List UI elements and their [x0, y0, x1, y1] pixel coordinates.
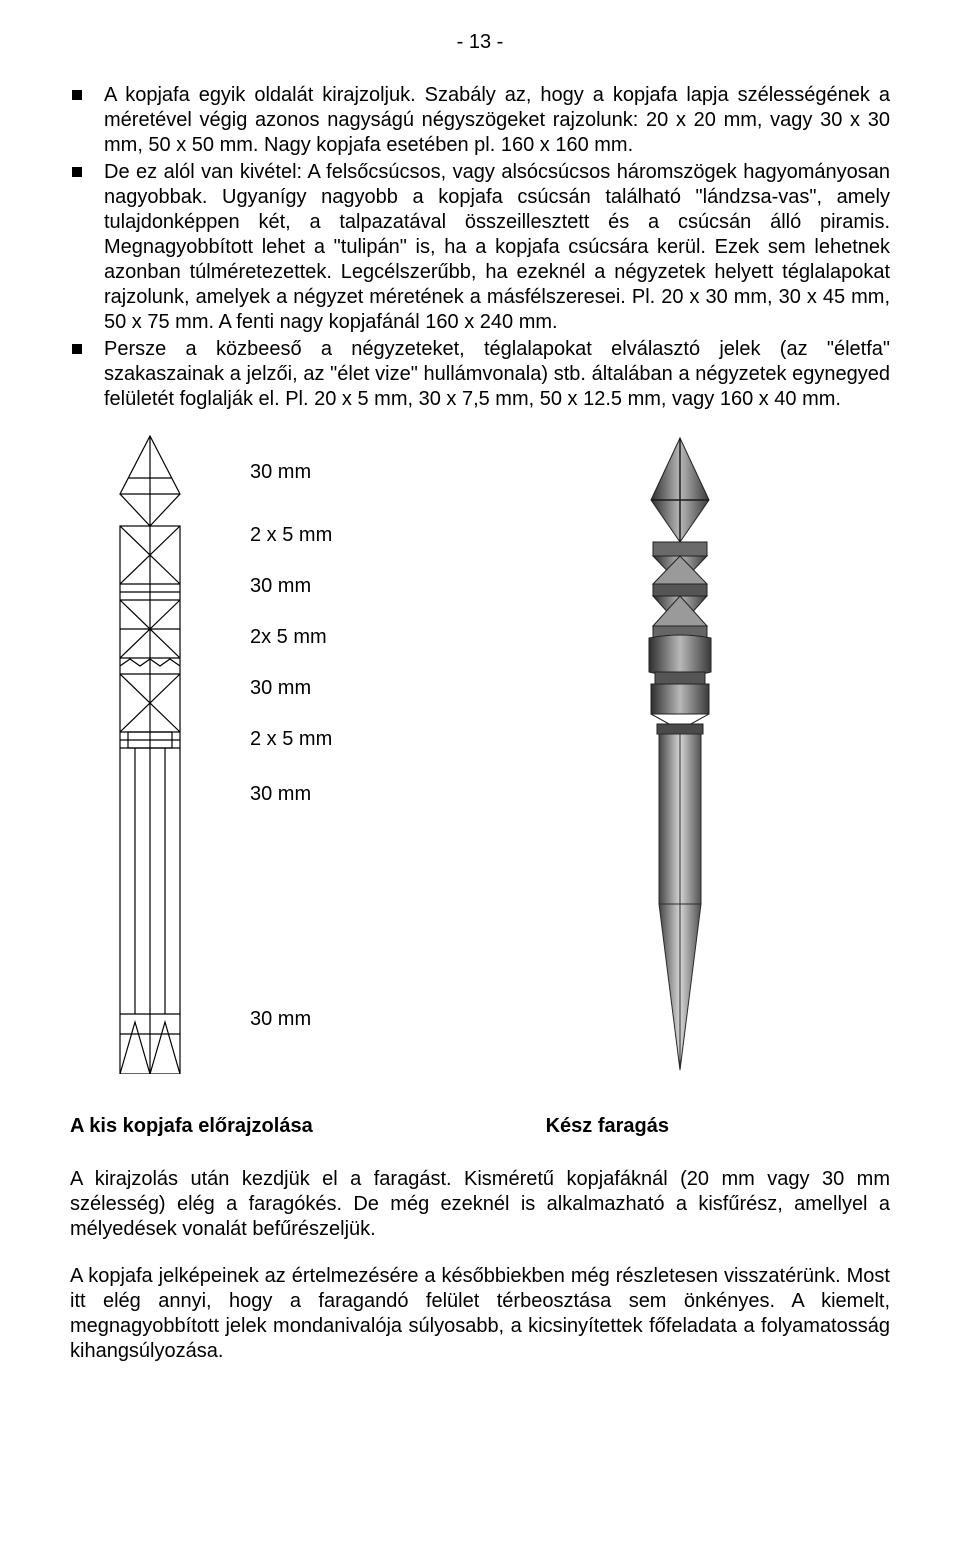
- bullet-item: Persze a közbeeső a négyzeteket, téglala…: [70, 337, 890, 412]
- carved-drawing-figure: [470, 434, 890, 1074]
- bullet-list: A kopjafa egyik oldalát kirajzoljuk. Sza…: [70, 83, 890, 412]
- caption-right: Kész faragás: [546, 1114, 890, 1139]
- dim-label: 30 mm: [250, 460, 450, 485]
- dim-label: 30 mm: [250, 574, 450, 599]
- page-number: - 13 -: [70, 30, 890, 55]
- paragraph: A kopjafa jelképeinek az értelmezésére a…: [70, 1264, 890, 1364]
- bullet-item: De ez alól van kivétel: A felsőcsúcsos, …: [70, 160, 890, 335]
- caption-row: A kis kopjafa előrajzolása Kész faragás: [70, 1114, 890, 1139]
- dimension-labels: 30 mm 2 x 5 mm 30 mm 2x 5 mm 30 mm 2 x 5…: [250, 434, 450, 1032]
- caption-left: A kis kopjafa előrajzolása: [70, 1114, 546, 1139]
- figure-row: 30 mm 2 x 5 mm 30 mm 2x 5 mm 30 mm 2 x 5…: [70, 434, 890, 1074]
- kopjafa-carving-icon: [625, 434, 735, 1074]
- paragraph: A kirajzolás után kezdjük el a faragást.…: [70, 1167, 890, 1242]
- dim-label: 2x 5 mm: [250, 625, 450, 650]
- dim-label: 2 x 5 mm: [250, 523, 450, 548]
- line-drawing-figure: [70, 434, 230, 1074]
- kopjafa-line-drawing-icon: [100, 434, 200, 1074]
- dim-label: 30 mm: [250, 676, 450, 701]
- dim-label: 30 mm: [250, 782, 450, 807]
- dim-label: 2 x 5 mm: [250, 727, 450, 752]
- bullet-item: A kopjafa egyik oldalát kirajzoljuk. Sza…: [70, 83, 890, 158]
- dim-label: 30 mm: [250, 1007, 450, 1032]
